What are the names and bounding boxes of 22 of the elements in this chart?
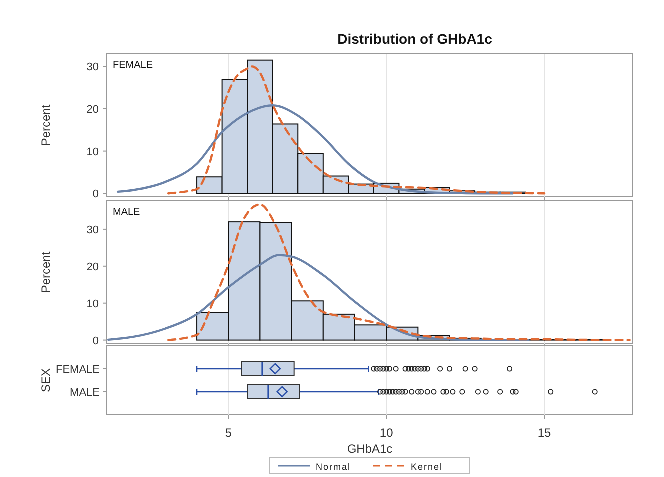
y-tick-label: MALE [70, 387, 100, 399]
legend-label: Kernel [411, 462, 444, 472]
y-tick-label: FEMALE [56, 364, 100, 376]
y-tick-label: 0 [92, 188, 99, 201]
annotation: FEMALE [113, 60, 154, 71]
y-tick-label: 30 [86, 62, 99, 74]
x-tick-label: 15 [538, 426, 552, 440]
annotation: MALE [113, 207, 141, 218]
y-tick-label: 30 [86, 224, 99, 236]
y-axis-title: Percent [39, 104, 53, 146]
x-tick-label: 10 [380, 426, 394, 440]
y-axis-title: SEX [39, 368, 53, 393]
y-axis-title: Percent [39, 251, 53, 294]
chart-title: Distribution of GHbA1c [338, 31, 493, 47]
y-tick-label: 0 [92, 335, 99, 348]
y-tick-label: 10 [86, 298, 99, 310]
x-axis-title: GHbA1c [347, 442, 393, 456]
x-tick-label: 5 [225, 426, 232, 440]
y-tick-label: 20 [86, 261, 99, 274]
legend-label: Normal [316, 462, 352, 472]
y-tick-label: 20 [86, 104, 99, 116]
y-tick-label: 10 [86, 146, 99, 158]
